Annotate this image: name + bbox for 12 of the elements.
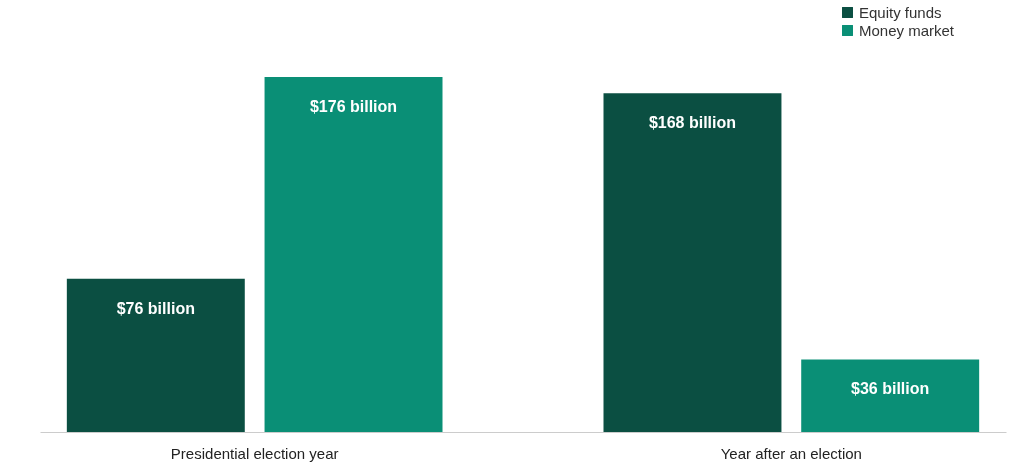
x-tick-label: Presidential election year — [170, 444, 339, 462]
bar — [264, 77, 443, 432]
x-tick-label: Year after an election — [720, 444, 862, 462]
data-label: $176 billion — [309, 98, 398, 115]
bar — [603, 93, 782, 432]
legend-label: Equity funds — [859, 3, 942, 21]
data-label: $76 billion — [116, 299, 195, 317]
bar — [66, 278, 245, 432]
data-label: $168 billion — [648, 114, 737, 132]
bar — [801, 359, 980, 432]
legend-label: Money market — [859, 21, 955, 39]
data-label: $36 billion — [851, 380, 930, 398]
